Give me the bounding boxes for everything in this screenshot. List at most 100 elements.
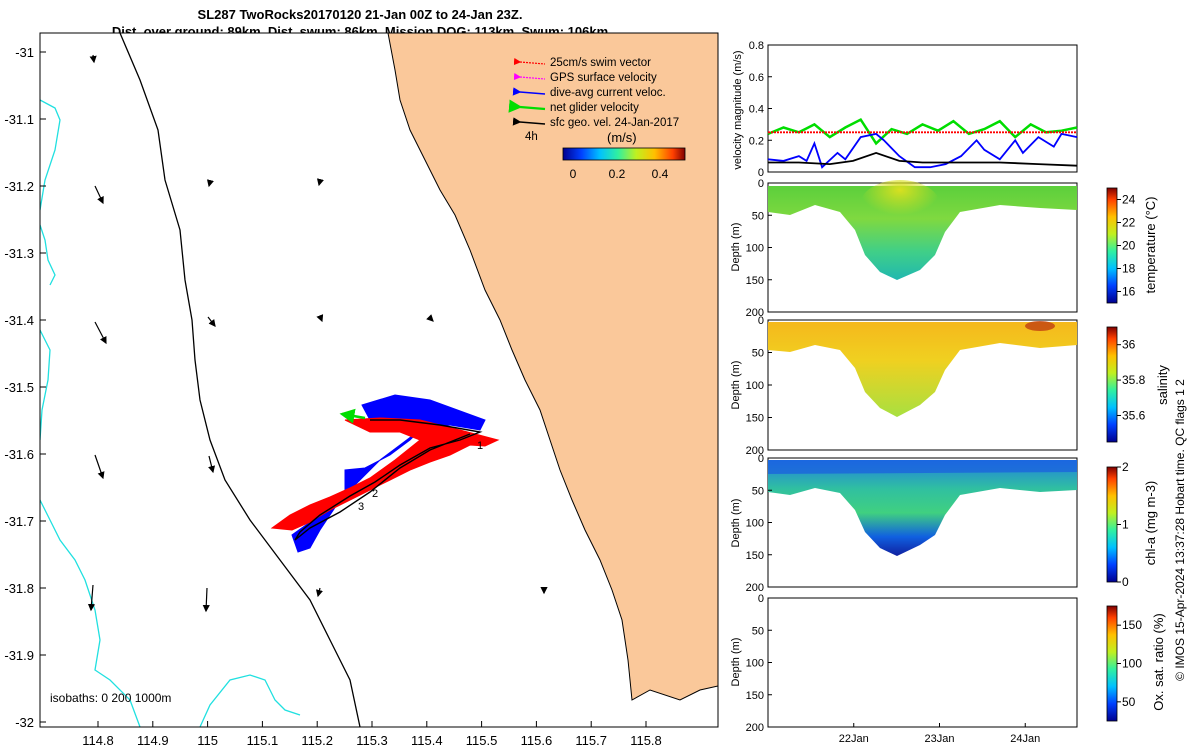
geo-velocity-arrows <box>87 54 548 613</box>
legend-swatch-net <box>508 99 546 113</box>
series-dive-avg-current-veloc- <box>767 132 1078 169</box>
oxygen-axes-frame <box>767 597 1078 728</box>
lat-tick-label: -31.4 <box>4 313 34 328</box>
temperature-panel[interactable]: 0 50 100 150 200 16 18 20 22 24 temperature (°C)… <box>730 178 1158 319</box>
salinity-panel[interactable]: 0 50 100 150 200 35.6 35.8 36 salinity Depth (… <box>730 315 1170 457</box>
cbar-tick-label: 0 <box>1122 575 1129 589</box>
depth-tick-label: 200 <box>746 722 764 734</box>
legend-colorbar-tick-2: 0.4 <box>652 167 669 181</box>
time-tick-label: 23Jan <box>925 733 955 745</box>
lon-tick-label: 115.2 <box>301 733 333 748</box>
cbar-tick-label: 22 <box>1122 216 1136 230</box>
legend-colorbar-tick-1: 0.2 <box>609 167 626 181</box>
legend-item-dive: dive-avg current veloc. <box>550 87 666 99</box>
lat-tick-label: -31 <box>15 45 34 60</box>
velocity-panel[interactable]: 0 0.2 0.4 0.6 0.8 velocity magnitude (m/s) <box>732 40 1078 179</box>
depth-tick-label: 50 <box>752 348 764 360</box>
oxygen-cbar-label: Ox. sat. ratio (%) <box>1151 613 1166 711</box>
depth-tick-label: 0 <box>758 453 764 465</box>
chla-colorbar-ticks: 0 1 2 <box>1117 460 1129 589</box>
depth-tick-label: 50 <box>752 485 764 497</box>
depth-tick-label: 100 <box>746 518 764 530</box>
temperature-y-axis: 0 50 100 150 200 <box>746 178 772 319</box>
oxygen-colorbar-ticks: 50 100 150 <box>1117 618 1142 709</box>
temperature-colorbar-ticks: 16 18 20 22 24 <box>1117 193 1136 299</box>
lon-tick-label: 114.8 <box>82 733 114 748</box>
waypoint-3: 3 <box>358 501 364 513</box>
oxygen-panel[interactable]: 0 50 100 150 200 50 100 150 Ox. sat. ratio (%)… <box>730 593 1166 745</box>
legend-item-gps: GPS surface velocity <box>550 72 657 84</box>
oxygen-ylabel: Depth (m) <box>730 638 742 687</box>
lat-tick-label: -31.6 <box>4 447 34 462</box>
lat-tick-label: -32 <box>15 715 34 730</box>
chla-y-axis: 0 50 100 150 200 <box>746 453 772 594</box>
temperature-colorbar <box>1106 187 1118 304</box>
velocity-ylabel: velocity magnitude (m/s) <box>732 50 744 169</box>
legend-swatch-gps <box>513 72 546 81</box>
depth-tick-label: 100 <box>746 243 764 255</box>
lon-tick-label: 115.3 <box>356 733 388 748</box>
cbar-tick-label: 36 <box>1122 338 1136 352</box>
depth-tick-label: 50 <box>752 210 764 222</box>
isobath-1000m <box>40 99 301 727</box>
copyright-footer: © IMOS 15-Apr-2024 13:37:28 Hobart time.… <box>1173 379 1187 681</box>
title-line-1: SL287 TwoRocks20170120 21-Jan 00Z to 24-… <box>197 7 523 22</box>
cbar-tick-label: 50 <box>1122 695 1136 709</box>
lat-tick-label: -31.7 <box>4 514 34 529</box>
cbar-tick-label: 35.8 <box>1122 373 1146 387</box>
depth-tick-label: 150 <box>746 413 764 425</box>
chla-shallow-layer <box>768 460 1077 474</box>
net-glider-velocity-arrow <box>339 408 366 424</box>
chla-cbar-label: chl-a (mg m-3) <box>1143 481 1158 566</box>
isobath-200m <box>119 33 361 727</box>
velocity-tick-label: 0 <box>758 167 764 179</box>
lat-tick-label: -31.3 <box>4 246 34 261</box>
velocity-tick-label: 0.4 <box>749 104 764 116</box>
temperature-cbar-label: temperature (°C) <box>1143 197 1158 294</box>
legend-swatch-swim <box>513 57 546 66</box>
time-tick-label: 24Jan <box>1010 733 1040 745</box>
temperature-warm-core <box>860 180 940 230</box>
legend-colorbar-tick-0: 0 <box>570 167 577 181</box>
lon-tick-label: 115.8 <box>630 733 662 748</box>
temperature-section-fill <box>768 186 1077 280</box>
salinity-colorbar <box>1106 326 1118 443</box>
longitude-axis: 114.8 114.9 115 115.1 115.2 115.3 115.4 115.5 11… <box>82 721 662 748</box>
dive-avg-current-track <box>291 394 486 553</box>
waypoint-1: 1 <box>477 440 483 452</box>
cbar-tick-label: 150 <box>1122 618 1142 632</box>
legend-item-net: net glider velocity <box>550 102 639 114</box>
lat-tick-label: -31.1 <box>4 112 34 127</box>
depth-tick-label: 100 <box>746 380 764 392</box>
map-axes-frame <box>39 32 719 728</box>
depth-tick-label: 0 <box>758 593 764 605</box>
legend-colorbar <box>562 147 686 161</box>
chla-ylabel: Depth (m) <box>730 499 742 548</box>
isobaths-label: isobaths: 0 200 1000m <box>50 691 171 705</box>
legend-swatch-geo <box>512 117 546 126</box>
velocity-y-axis: 0 0.2 0.4 0.6 0.8 <box>749 40 772 179</box>
depth-tick-label: 150 <box>746 690 764 702</box>
legend-swatch-dive <box>512 87 546 96</box>
chla-section-fill <box>768 460 1077 556</box>
time-tick-label: 22Jan <box>839 733 869 745</box>
map-panel[interactable]: 1 2 3 114.8 114.9 115 115.1 115.2 115.3 115.4 1… <box>4 32 719 748</box>
cbar-tick-label: 1 <box>1122 518 1129 532</box>
lat-tick-label: -31.5 <box>4 380 34 395</box>
depth-tick-label: 200 <box>746 445 764 457</box>
cbar-tick-label: 24 <box>1122 193 1136 207</box>
salinity-section-fill <box>768 322 1077 417</box>
temperature-ylabel: Depth (m) <box>730 223 742 272</box>
velocity-tick-label: 0.2 <box>749 135 764 147</box>
salinity-ylabel: Depth (m) <box>730 361 742 410</box>
velocity-axes-frame <box>767 44 1078 173</box>
latitude-axis: -31 -31.1 -31.2 -31.3 -31.4 -31.5 -31.6 -31.7 -3… <box>4 45 46 730</box>
velocity-series <box>767 117 1078 169</box>
time-axis: 22Jan 23Jan 24Jan <box>839 723 1040 745</box>
legend-item-swim: 25cm/s swim vector <box>550 57 651 69</box>
depth-tick-label: 150 <box>746 550 764 562</box>
depth-tick-label: 50 <box>752 625 764 637</box>
cbar-tick-label: 20 <box>1122 239 1136 253</box>
lon-tick-label: 115.5 <box>466 733 498 748</box>
chla-panel[interactable]: 0 50 100 150 200 0 1 2 chl-a (mg m-3) Depth (m… <box>730 453 1158 594</box>
